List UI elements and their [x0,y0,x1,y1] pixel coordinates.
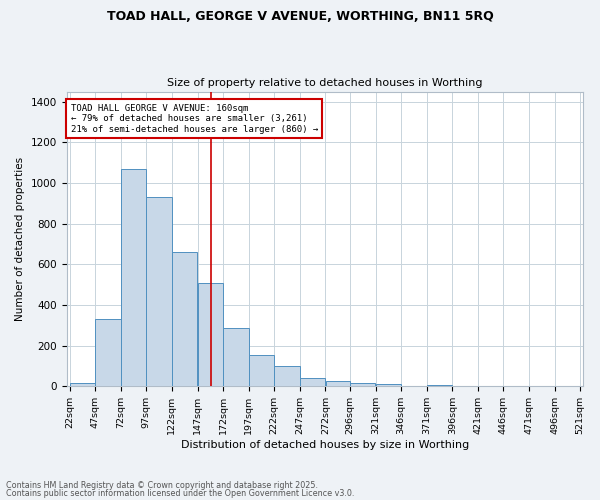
Bar [300,378,325,386]
Y-axis label: Number of detached properties: Number of detached properties [15,157,25,321]
Bar [376,384,401,386]
X-axis label: Distribution of detached houses by size in Worthing: Distribution of detached houses by size … [181,440,469,450]
Bar [249,355,274,386]
Bar [326,382,350,386]
Bar [427,384,452,386]
Title: Size of property relative to detached houses in Worthing: Size of property relative to detached ho… [167,78,482,88]
Bar [350,382,376,386]
Bar [146,198,172,386]
Bar [274,366,299,386]
Bar [70,382,95,386]
Text: TOAD HALL, GEORGE V AVENUE, WORTHING, BN11 5RQ: TOAD HALL, GEORGE V AVENUE, WORTHING, BN… [107,10,493,23]
Text: Contains public sector information licensed under the Open Government Licence v3: Contains public sector information licen… [6,488,355,498]
Bar [223,328,248,386]
Bar [95,320,121,386]
Bar [172,252,197,386]
Bar [121,169,146,386]
Bar [197,282,223,387]
Text: TOAD HALL GEORGE V AVENUE: 160sqm
← 79% of detached houses are smaller (3,261)
2: TOAD HALL GEORGE V AVENUE: 160sqm ← 79% … [71,104,318,134]
Text: Contains HM Land Registry data © Crown copyright and database right 2025.: Contains HM Land Registry data © Crown c… [6,481,318,490]
